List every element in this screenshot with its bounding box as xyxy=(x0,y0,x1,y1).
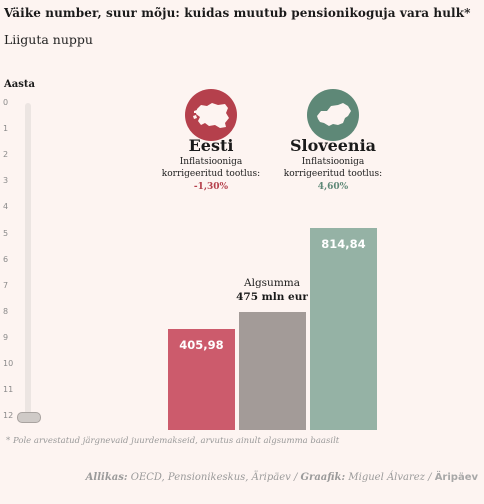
slovenia-bar: 814,84 xyxy=(310,227,377,430)
slovenia-inflation-label: Inflatsiooniga korrigeeritud tootlus: xyxy=(283,157,383,179)
slovenia-name: Sloveenia xyxy=(289,136,377,155)
slider-tick: 10 xyxy=(3,359,14,368)
estonia-name: Eesti xyxy=(188,136,234,155)
estonia-badge xyxy=(185,89,237,141)
slider-axis-label: Aasta xyxy=(4,79,35,90)
base-amount-value: 475 mln eur xyxy=(236,290,308,303)
slider-tick: 8 xyxy=(3,306,9,316)
slider-tick: 9 xyxy=(3,332,9,342)
slovenia-badge xyxy=(307,89,359,141)
footnote: * Pole arvestatud järgnevaid juurdemakse… xyxy=(6,436,340,446)
page-title: Väike number, suur mõju: kuidas muutub p… xyxy=(4,6,471,20)
slovenia-bar-value: 814,84 xyxy=(321,236,366,251)
slovenia-map-icon xyxy=(317,103,351,126)
slider-tick: 12 xyxy=(3,411,14,421)
estonia-inflation-label: Inflatsiooniga korrigeeritud tootlus: xyxy=(161,157,261,179)
graphic-author: Miguel Álvarez / xyxy=(348,472,432,483)
graphic-label: Graafik: xyxy=(300,472,346,483)
estonia-return: -1,30% xyxy=(193,182,229,192)
base-amount-bar xyxy=(239,311,306,430)
year-slider-handle[interactable] xyxy=(17,412,41,423)
instruction-text: Liiguta nuppu xyxy=(4,32,93,47)
estonia-bar-value: 405,98 xyxy=(179,338,224,353)
estonia-map-icon xyxy=(193,103,229,128)
slider-tick: 3 xyxy=(3,176,9,186)
slider-tick: 1 xyxy=(3,124,9,134)
slider-tick: 2 xyxy=(3,150,9,160)
year-slider-track[interactable] xyxy=(25,103,31,417)
base-amount-title: Algsumma xyxy=(244,276,300,289)
slider-tick: 7 xyxy=(3,280,9,290)
slider-tick: 4 xyxy=(3,202,9,212)
source-label: Allikas: xyxy=(85,472,128,483)
source-credits: Allikas: OECD, Pensionikeskus, Äripäev /… xyxy=(86,472,478,483)
estonia-bar: 405,98 xyxy=(168,329,235,430)
slider-tick: 6 xyxy=(3,254,9,264)
brand-logo: Äripäev xyxy=(434,472,478,483)
slider-tick: 5 xyxy=(3,228,9,238)
base-amount-label: Algsumma 475 mln eur xyxy=(217,276,327,304)
source-text: OECD, Pensionikeskus, Äripäev / xyxy=(130,472,298,483)
slovenia-return: 4,60% xyxy=(317,182,349,192)
slider-tick: 0 xyxy=(3,98,9,107)
slider-tick: 11 xyxy=(3,385,14,395)
